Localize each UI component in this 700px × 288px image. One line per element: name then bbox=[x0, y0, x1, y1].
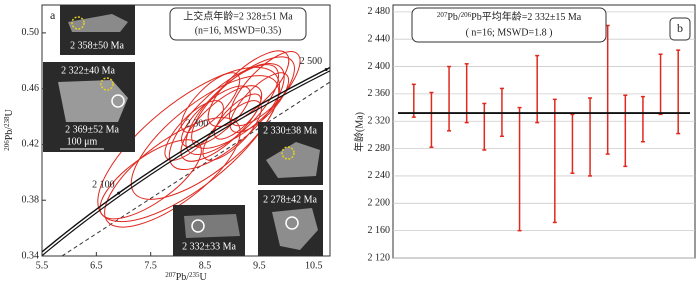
concordia-tick bbox=[210, 130, 214, 134]
discordia bbox=[61, 81, 330, 256]
annotation: 207Pb/206Pb平均年龄=2 332±15 Ma bbox=[437, 10, 582, 23]
y-tick-label: 2 320 bbox=[368, 116, 391, 127]
y-tick-label: 0.46 bbox=[22, 83, 40, 94]
image-label: 2 322±40 Ma bbox=[61, 65, 115, 76]
annotation: (n=16, MSWD=0.35) bbox=[195, 25, 282, 36]
y-tick-label: 2 200 bbox=[368, 198, 391, 209]
y-tick-label: 2 280 bbox=[368, 143, 391, 154]
x-tick-label: 10.5 bbox=[305, 260, 323, 271]
concordia-tick bbox=[117, 191, 121, 195]
error-ellipse bbox=[180, 72, 241, 133]
concordia-envelope bbox=[42, 70, 330, 256]
error-ellipse bbox=[229, 51, 301, 127]
x-tick-label: 7.5 bbox=[144, 260, 157, 271]
x-tick-label: 6.5 bbox=[90, 260, 103, 271]
image-label: 2 330±38 Ma bbox=[263, 125, 317, 136]
y-tick-label: 0.34 bbox=[22, 250, 40, 261]
zircon-image: 2 332±33 Ma bbox=[173, 205, 245, 256]
concordia-tick-label: 2 100 bbox=[92, 179, 115, 190]
annotation-box bbox=[411, 7, 607, 43]
x-tick-label: 9.5 bbox=[253, 260, 266, 271]
y-tick-label: 2 240 bbox=[368, 170, 391, 181]
error-ellipse bbox=[213, 93, 262, 140]
panel-label-box bbox=[669, 17, 691, 41]
y-tick-label: 2 160 bbox=[368, 225, 391, 236]
y-tick-label: 0.50 bbox=[22, 27, 40, 38]
x-tick-label: 8.5 bbox=[199, 260, 212, 271]
error-ellipse bbox=[185, 64, 279, 156]
x-axis-title: 207Pb/235U bbox=[165, 271, 207, 284]
y-tick-label: 2 440 bbox=[368, 33, 391, 44]
panel-label: a bbox=[50, 8, 56, 22]
panel-label: b bbox=[677, 21, 683, 35]
image-label: 2 278±42 Ma bbox=[263, 194, 317, 205]
concordia-tick-label: 2 300 bbox=[186, 119, 209, 130]
image-label: 2 369±52 Ma bbox=[65, 124, 119, 135]
annotation: 上交点年龄=2 328±51 Ma bbox=[183, 9, 293, 22]
plot-frame bbox=[392, 4, 696, 259]
error-ellipse bbox=[168, 63, 285, 171]
y-tick-label: 2 400 bbox=[368, 61, 391, 72]
zircon-image: 2 358±50 Ma bbox=[60, 5, 135, 55]
errorbar-group bbox=[393, 11, 695, 259]
concordia-tick-label: 2 500 bbox=[300, 56, 323, 67]
concordia-tick bbox=[324, 67, 328, 71]
error-ellipse bbox=[191, 56, 295, 149]
y-tick-label: 2 120 bbox=[368, 252, 391, 263]
annotation: ( n=16; MSWD=1.8 ) bbox=[466, 27, 553, 38]
error-ellipse bbox=[130, 75, 280, 200]
image-label: 2 332±33 Ma bbox=[182, 241, 236, 252]
x-tick-label: 5.5 bbox=[36, 260, 49, 271]
zircon-image: 2 330±38 Ma bbox=[258, 122, 323, 185]
y-axis-title: 年龄(Ma) bbox=[352, 112, 365, 152]
y-tick-label: 2 480 bbox=[368, 6, 391, 17]
zircon-image: 2 322±40 Ma 2 369±52 Ma 100 μm bbox=[43, 62, 135, 152]
y-tick-label: 0.42 bbox=[22, 139, 40, 150]
error-ellipse bbox=[104, 117, 241, 228]
image-label: 100 μm bbox=[67, 136, 98, 147]
zircon-image: 2 278±42 Ma bbox=[258, 190, 323, 256]
y-tick-label: 2 360 bbox=[368, 88, 391, 99]
error-ellipse bbox=[229, 72, 290, 133]
annotation-box bbox=[169, 7, 307, 41]
error-ellipse bbox=[99, 139, 202, 220]
image-label: 2 358±50 Ma bbox=[70, 40, 124, 51]
error-ellipse bbox=[180, 85, 263, 162]
y-axis-title: 206Pb/238U bbox=[3, 108, 16, 150]
y-tick-label: 0.38 bbox=[22, 195, 40, 206]
